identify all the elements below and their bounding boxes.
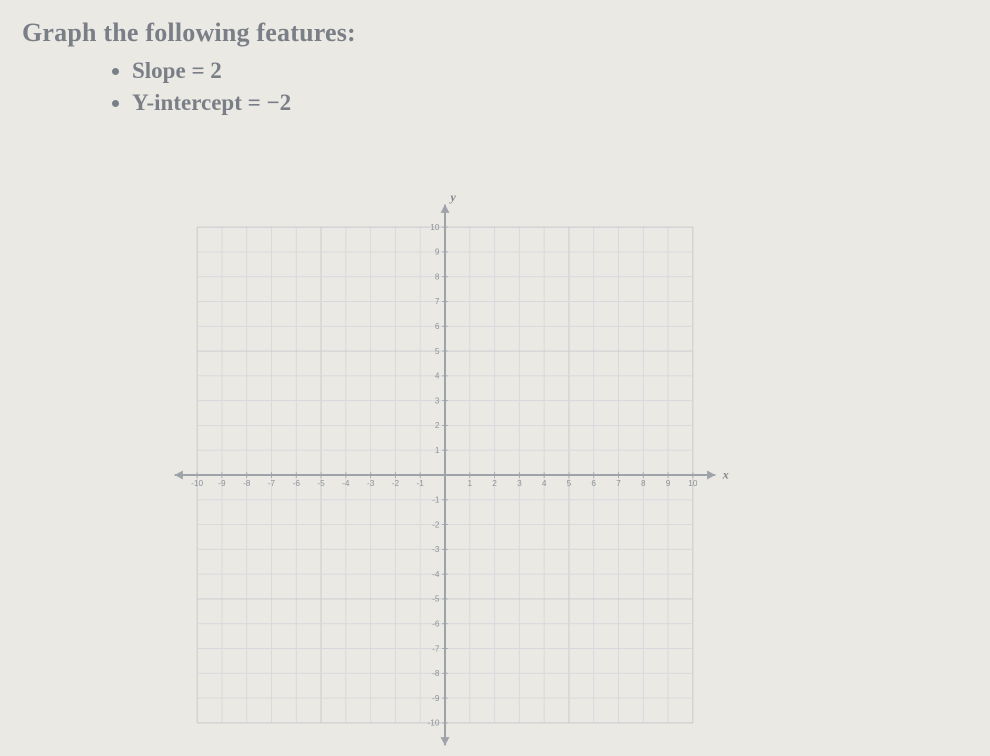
coordinate-grid[interactable]: -10 -9 -8 -7 -6 -5 -4 -3 -2 -1 1 2 3 4 5 6 7 8 9 10 -10 -9 -8 -… xyxy=(140,195,750,755)
equals-sign: = xyxy=(248,90,267,115)
feature-value: −2 xyxy=(266,90,291,115)
feature-list: Slope = 2 Y-intercept = −2 xyxy=(22,58,968,116)
svg-text:9: 9 xyxy=(435,248,440,257)
svg-text:-10: -10 xyxy=(428,719,440,728)
svg-text:1: 1 xyxy=(435,446,440,455)
svg-text:-10: -10 xyxy=(191,479,203,488)
svg-text:10: 10 xyxy=(688,479,698,488)
svg-text:-3: -3 xyxy=(367,479,375,488)
svg-text:-7: -7 xyxy=(432,644,440,653)
svg-text:5: 5 xyxy=(567,479,572,488)
svg-text:-6: -6 xyxy=(432,619,440,628)
svg-text:-6: -6 xyxy=(293,479,301,488)
svg-text:-4: -4 xyxy=(342,479,350,488)
svg-text:4: 4 xyxy=(435,372,440,381)
svg-text:4: 4 xyxy=(542,479,547,488)
svg-text:3: 3 xyxy=(435,396,440,405)
svg-text:3: 3 xyxy=(517,479,522,488)
svg-text:-9: -9 xyxy=(218,479,226,488)
page-root: Graph the following features: Slope = 2 … xyxy=(0,0,990,756)
svg-text:-8: -8 xyxy=(432,669,440,678)
list-item: Slope = 2 xyxy=(132,58,968,84)
feature-label: Slope xyxy=(132,58,186,83)
svg-text:-9: -9 xyxy=(432,694,440,703)
equals-sign: = xyxy=(191,58,210,83)
svg-text:-3: -3 xyxy=(432,545,440,554)
svg-text:-7: -7 xyxy=(268,479,276,488)
svg-text:2: 2 xyxy=(435,421,440,430)
svg-text:-1: -1 xyxy=(417,479,425,488)
grid-svg: -10 -9 -8 -7 -6 -5 -4 -3 -2 -1 1 2 3 4 5 6 7 8 9 10 -10 -9 -8 -… xyxy=(140,195,750,755)
svg-text:x: x xyxy=(722,468,729,482)
svg-text:5: 5 xyxy=(435,347,440,356)
svg-text:-2: -2 xyxy=(432,520,440,529)
svg-text:-2: -2 xyxy=(392,479,400,488)
svg-text:2: 2 xyxy=(492,479,497,488)
svg-text:10: 10 xyxy=(430,223,440,232)
svg-text:y: y xyxy=(449,195,457,204)
feature-label: Y-intercept xyxy=(132,90,242,115)
svg-text:-8: -8 xyxy=(243,479,251,488)
svg-text:8: 8 xyxy=(435,272,440,281)
svg-text:-5: -5 xyxy=(432,595,440,604)
svg-text:7: 7 xyxy=(435,297,440,306)
list-item: Y-intercept = −2 xyxy=(132,90,968,116)
svg-text:1: 1 xyxy=(467,479,472,488)
feature-value: 2 xyxy=(210,58,222,83)
svg-text:9: 9 xyxy=(666,479,671,488)
svg-text:8: 8 xyxy=(641,479,646,488)
svg-text:-1: -1 xyxy=(432,496,440,505)
prompt-title: Graph the following features: xyxy=(22,18,968,48)
svg-text:7: 7 xyxy=(616,479,621,488)
svg-text:6: 6 xyxy=(591,479,596,488)
svg-text:-5: -5 xyxy=(317,479,325,488)
svg-text:6: 6 xyxy=(435,322,440,331)
svg-text:-4: -4 xyxy=(432,570,440,579)
